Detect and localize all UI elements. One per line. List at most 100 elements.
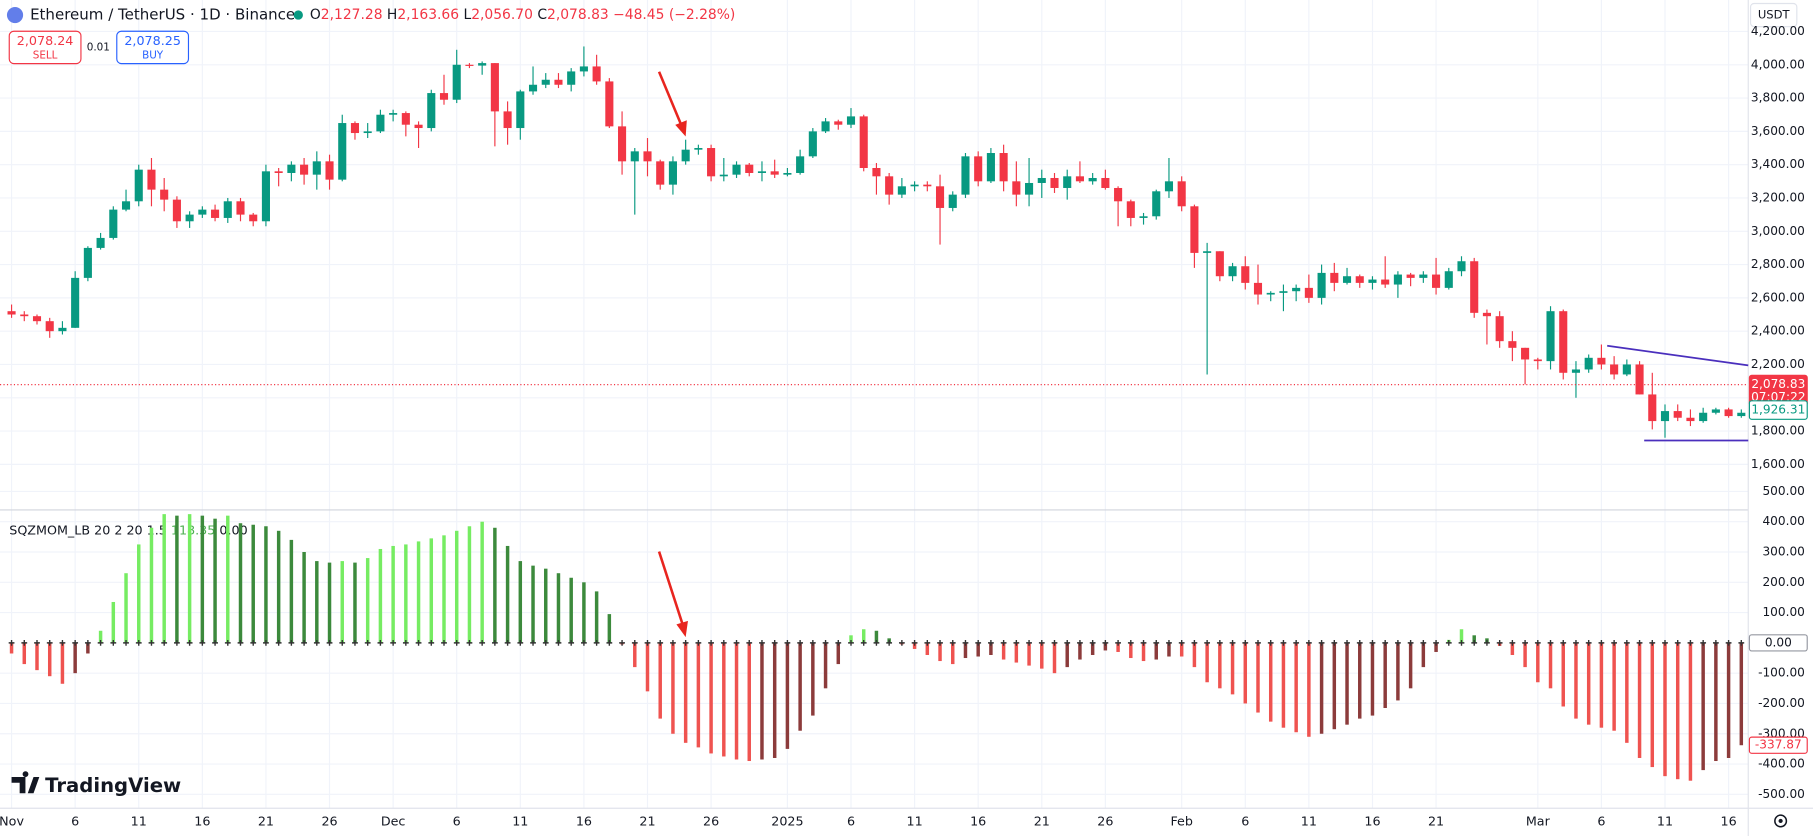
histogram-bar [1103,642,1108,651]
y-tick-label: -200.00 [1758,696,1805,710]
squeeze-marker [1471,639,1478,646]
buy-price[interactable]: 2,078.25 [124,33,181,48]
histogram-bar [1459,629,1464,643]
currency-label[interactable]: USDT [1758,8,1791,22]
x-tick-label: 2025 [771,814,803,829]
currency-button[interactable]: USDT [1749,2,1798,28]
candle-body [1101,177,1110,188]
histogram-bar [976,642,980,657]
candle-body [999,153,1008,182]
candle-body [1279,291,1288,293]
candle-body [121,201,131,210]
candle-body [1088,177,1097,182]
histogram-bar [1345,642,1349,725]
sell-button[interactable]: 2,078.24 SELL [8,30,82,65]
squeeze-marker [390,639,397,646]
x-tick-label: 21 [639,814,655,829]
candle-body [1648,394,1657,422]
squeeze-marker [695,639,702,646]
candle-body [363,131,372,134]
histogram-bar [556,573,561,643]
sell-box[interactable] [8,30,82,65]
candle-body [1737,412,1746,417]
candle-body [1686,417,1695,422]
squeeze-marker [123,639,129,646]
squeeze-marker [886,639,893,646]
buy-button[interactable]: 2,078.25 BUY [116,30,190,65]
candle-body [821,121,830,132]
squeeze-marker [402,639,409,646]
histogram-bar [213,518,217,643]
histogram-bar [1332,642,1337,730]
value-tag-box [1748,736,1808,754]
histogram-bar [1167,642,1171,657]
candle-body [567,71,576,85]
histogram-bar [1739,642,1744,746]
histogram-bar [696,642,701,748]
squeeze-marker [720,639,727,646]
x-tick-label: 21 [1034,814,1050,829]
settings-icon[interactable] [1774,814,1788,828]
squeeze-marker [924,639,931,646]
squeeze-marker [581,639,587,646]
y-tick-label: 2,200.00 [1751,357,1805,371]
squeeze-marker [1636,639,1643,646]
annotations [657,71,1749,638]
trend-line [1607,344,1749,367]
candle-body [923,184,932,187]
x-tick-label: 11 [907,814,923,829]
candle-body [1482,312,1491,317]
sell-label[interactable]: SELL [33,50,58,62]
squeeze-marker [1700,639,1707,646]
squeeze-marker [1102,639,1109,646]
histogram-bar [1078,642,1082,660]
high-value: 2,163.66 [397,7,459,23]
squeeze-marker [1229,639,1236,646]
grid-layer [0,0,1749,809]
squeeze-marker [364,639,371,646]
squeeze-marker [59,639,66,646]
squeeze-marker [1712,639,1719,646]
change-value: −48.45 (−2.28%) [613,7,735,23]
buy-label[interactable]: BUY [142,50,164,62]
squeeze-marker [1407,639,1414,646]
histogram-bar [238,523,243,643]
squeeze-marker [835,639,842,646]
currency-box[interactable] [1749,2,1798,28]
squeeze-marker [759,639,765,646]
histogram-bar [1599,642,1604,728]
histogram-bar [98,630,103,643]
candle-body [45,321,54,332]
histogram-bar [531,565,535,643]
candle-body [1419,274,1428,278]
histogram-bar [582,582,586,643]
value-tag-box [1748,634,1808,652]
candle-body [503,111,512,129]
histogram-bar [1307,642,1311,737]
squeeze-marker [1255,639,1261,646]
squeeze-marker [1344,639,1350,646]
histogram-bar [1472,635,1476,643]
candle-body [579,66,588,72]
settings-button[interactable] [1774,814,1788,828]
histogram-bar [1612,642,1616,731]
sell-price[interactable]: 2,078.24 [17,33,74,48]
candle-body [656,161,665,185]
candle-body [198,209,207,215]
x-tick-label: 16 [970,814,986,829]
histogram-bar [1319,642,1324,734]
histogram-bar [1663,642,1667,777]
settings-icon-center[interactable] [1778,818,1783,824]
candle-body [618,126,627,162]
histogram-bar [200,515,205,643]
squeeze-marker [1000,639,1007,646]
squeeze-marker [415,639,422,646]
buy-box[interactable] [116,30,190,65]
x-tick-label: 16 [194,814,210,829]
candle-body [846,116,856,125]
candle-body [58,327,67,332]
squeeze-marker [1115,639,1121,646]
candle-body [1152,191,1161,217]
histogram-bar [429,538,434,643]
